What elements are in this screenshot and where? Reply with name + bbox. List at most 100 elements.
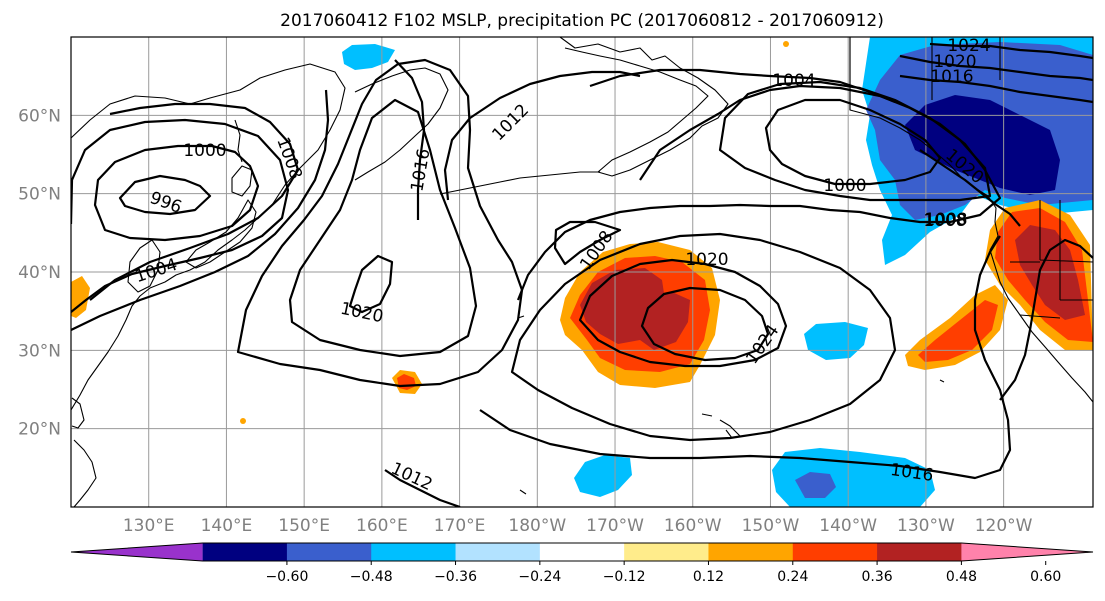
isobar-1008-west — [89, 102, 300, 301]
colorbar-segment — [286, 543, 372, 561]
isobar-label: 1004 — [133, 255, 180, 287]
precip-negative-south-east-core — [795, 472, 836, 498]
isobar-1000-north — [764, 98, 942, 186]
isobar-label: 1024 — [742, 321, 783, 368]
colorbar-segment — [202, 543, 288, 561]
isobar-label: 1000 — [823, 176, 866, 196]
coastline-alaska — [559, 37, 729, 177]
isobar-1008-north-ring — [516, 84, 1002, 301]
coastline-canada-inner — [849, 37, 1001, 110]
isobar-1020-southeast — [999, 238, 1093, 401]
precip-positive-sw-band-core — [918, 300, 998, 362]
latitude-label: 20°N — [18, 420, 61, 440]
isobar-label: 1016 — [407, 147, 434, 193]
isobar-1016-west-ring — [288, 98, 478, 358]
coastline-taiwan-philippines — [71, 397, 97, 507]
isobar-label: 1008 — [924, 210, 967, 230]
longitude-label: 180°W — [508, 516, 566, 536]
isobar-label: 1012 — [388, 459, 436, 495]
longitude-label: 130°W — [897, 516, 955, 536]
colorbar-tick-label: 0.36 — [862, 569, 893, 585]
map-gridlines — [71, 37, 1093, 507]
coastline-aleutians — [439, 171, 600, 195]
colorbar-tick-label: 0.60 — [1030, 569, 1061, 585]
map-panel: 1024 1020 1016 1004 1012 1000 1008 996 1… — [71, 36, 1093, 507]
coastline-kamchatka — [354, 67, 449, 181]
longitude-label: 150°W — [742, 516, 800, 536]
isobar-label: 1020 — [933, 52, 976, 72]
colorbar-extend-low — [71, 543, 203, 561]
coastline-hawaii — [701, 413, 741, 439]
coastline-korea — [127, 239, 161, 293]
colorbar-segment — [455, 543, 541, 561]
isobar-1000-west — [93, 144, 260, 242]
isobar-1004-north-ring — [718, 80, 992, 202]
isobar-label: 1024 — [947, 36, 990, 56]
isobar-1020-central — [578, 258, 788, 368]
longitude-label: 120°W — [975, 516, 1033, 536]
precip-negative-east-blob — [804, 322, 868, 360]
isobar-1016-south — [479, 235, 1012, 480]
colorbar-segment — [624, 543, 709, 561]
isobar-label: 1012 — [488, 100, 533, 145]
colorbar-segment — [708, 543, 794, 561]
colorbar-tick-label: 0.12 — [693, 569, 724, 585]
isobar-1016-north — [394, 59, 426, 220]
isobar-label: 1016 — [930, 67, 973, 87]
longitude-label: 150°E — [278, 516, 330, 536]
longitude-label: 160°W — [664, 516, 722, 536]
latitude-label: 40°N — [18, 263, 61, 283]
colorbar-segment — [877, 543, 962, 561]
isobar-1012-west — [71, 89, 330, 331]
map-frame — [70, 36, 1094, 508]
colorbar-outline — [70, 542, 1094, 562]
colorbar-tick-label: −0.36 — [434, 569, 477, 585]
isobar-label: 1020 — [685, 250, 728, 270]
longitude-label: 170°W — [586, 516, 644, 536]
isobar-1016-central-ring — [510, 232, 897, 442]
precip-positive-small-west — [71, 276, 90, 318]
isobar-1016-northeast — [899, 74, 1093, 104]
colorbar-tick-label: −0.24 — [518, 569, 561, 585]
coastline-japan-hokkaido — [231, 165, 253, 197]
latitude-label: 60°N — [18, 106, 61, 126]
colorbar-tick-label: 0.48 — [946, 569, 977, 585]
isobar-1020-alaska-panhandle — [919, 149, 1021, 227]
isobar-label: 1008 — [923, 211, 966, 231]
map-title: 2017060412 F102 MSLP, precipitation PC (… — [280, 11, 884, 31]
isobar-1024-central — [640, 286, 770, 362]
colorbar-segment — [792, 543, 878, 561]
longitude-label: 140°E — [201, 516, 253, 536]
latitude-labels: 60°N 50°N 40°N 30°N 20°N — [18, 106, 61, 439]
latitude-label: 50°N — [18, 185, 61, 205]
isobar-1024-northeast — [929, 42, 1093, 60]
longitude-label: 160°E — [356, 516, 408, 536]
colorbar-segment — [539, 543, 625, 561]
colorbar: −0.60 −0.48 −0.36 −0.24 −0.12 0.12 0.24 0.36 0.4… — [70, 542, 1094, 585]
precip-positive-dot-north — [783, 41, 789, 47]
isobar-1020-northeast — [899, 54, 1093, 82]
isobar-1012-north-east — [443, 70, 641, 201]
longitude-labels: 130°E 140°E 150°E 160°E 170°E 180°W 170°W 160°W… — [123, 516, 1033, 536]
colorbar-tick-label: −0.12 — [603, 569, 646, 585]
precip-negative-alaska-core — [905, 95, 1060, 195]
coastline-north-america — [849, 37, 1093, 403]
precip-negative-south-blob — [574, 455, 632, 497]
colorbar-tick-label: −0.48 — [350, 569, 393, 585]
longitude-label: 170°E — [434, 516, 486, 536]
coastlines — [71, 37, 1093, 507]
coastline-us-states — [1010, 200, 1093, 319]
coastline-japan-honshu — [185, 199, 257, 269]
isobar-label: 1020 — [339, 299, 385, 328]
longitude-label: 130°E — [123, 516, 175, 536]
isobar-1020-west — [348, 254, 394, 314]
isobar-label: 1000 — [183, 141, 226, 161]
colorbar-extend-high — [961, 543, 1093, 561]
colorbar-segment — [371, 543, 457, 561]
precip-positive-dot — [240, 418, 246, 424]
isobar-1012-south — [384, 469, 461, 507]
isobar-1012-west-ring — [236, 58, 524, 388]
isobar-996 — [118, 174, 212, 216]
latitude-label: 30°N — [18, 341, 61, 361]
